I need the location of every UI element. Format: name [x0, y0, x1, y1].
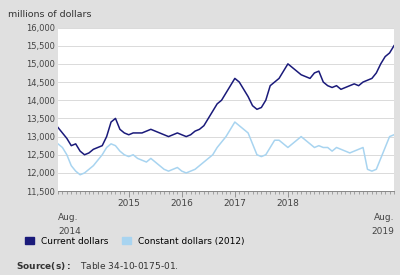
Text: Aug.: Aug. — [58, 213, 78, 222]
Text: 2019: 2019 — [371, 227, 394, 236]
Text: millions of dollars: millions of dollars — [8, 10, 92, 19]
Text: $\bf{Source(s):}$   Table 34-10-0175-01.: $\bf{Source(s):}$ Table 34-10-0175-01. — [16, 260, 179, 272]
Legend: Current dollars, Constant dollars (2012): Current dollars, Constant dollars (2012) — [24, 237, 244, 246]
Text: Aug.: Aug. — [374, 213, 394, 222]
Text: 2014: 2014 — [58, 227, 81, 236]
